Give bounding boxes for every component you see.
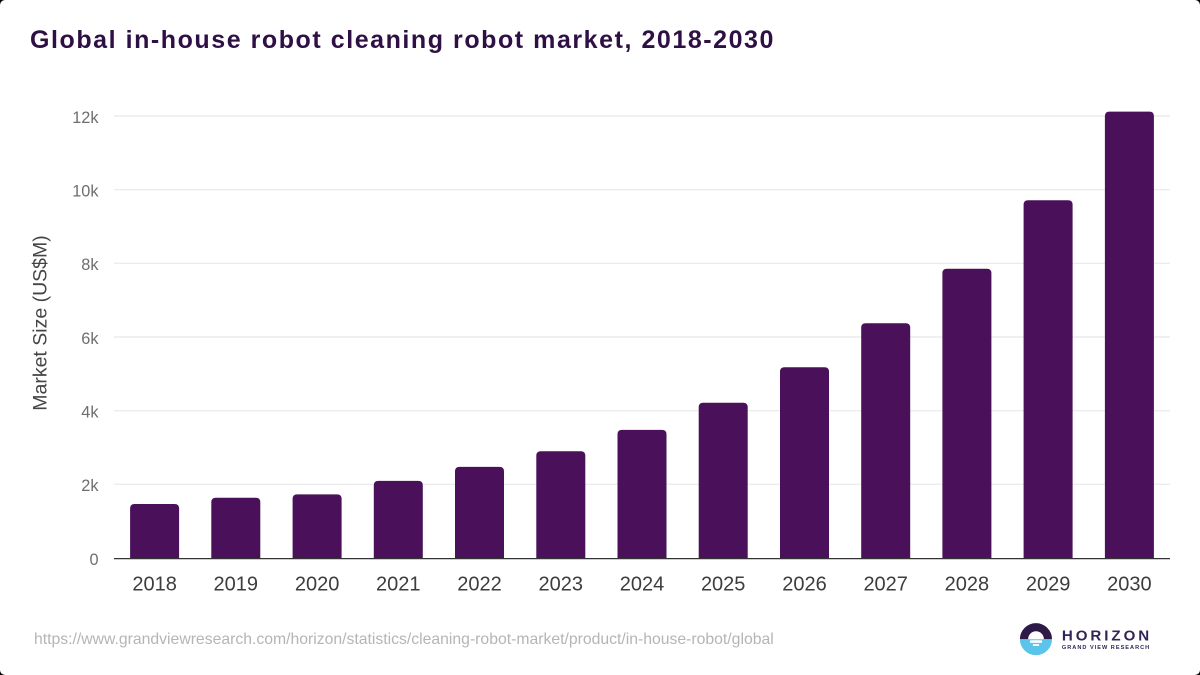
svg-text:10k: 10k [72,183,99,201]
svg-text:2k: 2k [81,477,99,495]
svg-text:2020: 2020 [295,574,340,596]
svg-text:2028: 2028 [945,574,990,596]
svg-text:2019: 2019 [214,574,259,596]
svg-text:6k: 6k [81,330,99,348]
svg-text:12k: 12k [72,109,99,127]
svg-text:Market Size (US$M): Market Size (US$M) [30,235,52,411]
svg-text:2030: 2030 [1107,574,1152,596]
svg-text:2027: 2027 [863,574,908,596]
svg-text:4k: 4k [81,404,99,422]
svg-text:0: 0 [89,551,98,569]
svg-text:2022: 2022 [457,574,502,596]
svg-text:2029: 2029 [1026,574,1071,596]
svg-text:HORIZON: HORIZON [1062,627,1152,644]
svg-text:2018: 2018 [132,574,177,596]
svg-text:2025: 2025 [701,574,746,596]
svg-text:2024: 2024 [620,574,665,596]
svg-text:2021: 2021 [376,574,421,596]
svg-text:2023: 2023 [539,574,584,596]
svg-text:8k: 8k [81,256,99,274]
svg-text:2026: 2026 [782,574,827,596]
svg-text:GRAND VIEW RESEARCH: GRAND VIEW RESEARCH [1062,645,1150,651]
